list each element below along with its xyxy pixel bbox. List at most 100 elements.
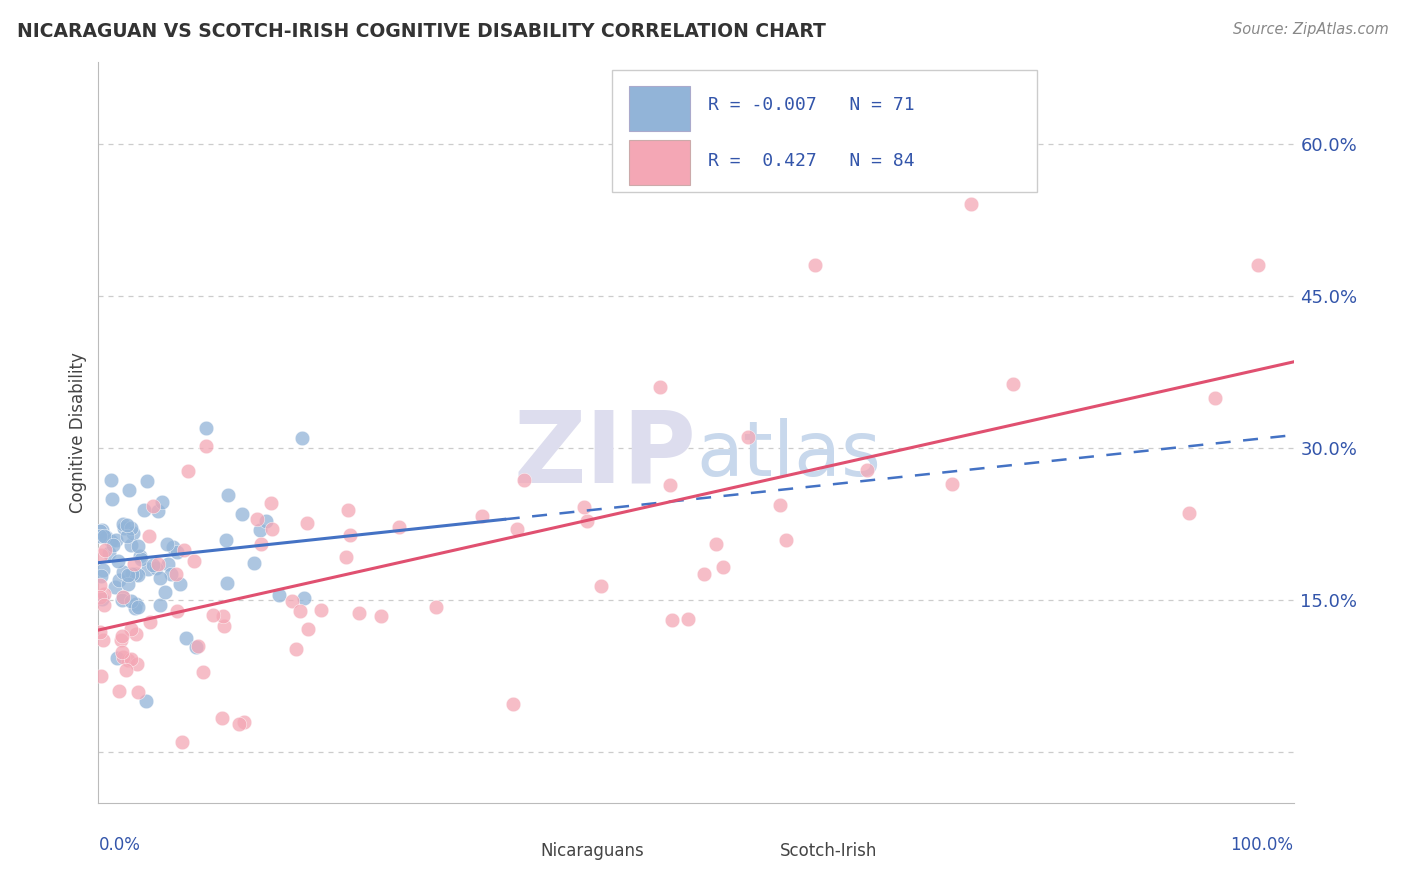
Point [502, 698, 524, 712]
Point [104, 581, 127, 595]
Point [100, 533, 122, 548]
Point [152, 495, 174, 509]
FancyBboxPatch shape [613, 70, 1036, 192]
Point [589, 579, 612, 593]
Point [267, 588, 290, 602]
Point [232, 714, 254, 729]
Point [174, 631, 197, 645]
Point [101, 491, 124, 506]
Point [1002, 377, 1025, 392]
Point [129, 549, 152, 563]
Point [212, 608, 235, 623]
Point [156, 557, 179, 571]
Point [191, 665, 214, 679]
Point [202, 607, 225, 622]
Point [648, 380, 672, 394]
FancyBboxPatch shape [628, 87, 690, 131]
Point [165, 567, 187, 582]
Point [124, 600, 146, 615]
Point [121, 566, 143, 581]
Point [127, 568, 149, 582]
Point [93, 633, 115, 648]
Point [101, 538, 124, 552]
Point [117, 577, 139, 591]
Point [704, 537, 727, 551]
Y-axis label: Cognitive Disability: Cognitive Disability [69, 352, 87, 513]
Text: NICARAGUAN VS SCOTCH-IRISH COGNITIVE DISABILITY CORRELATION CHART: NICARAGUAN VS SCOTCH-IRISH COGNITIVE DIS… [17, 22, 825, 41]
Point [111, 592, 134, 607]
Point [91, 563, 114, 577]
Point [186, 640, 208, 654]
Point [281, 594, 304, 608]
Point [121, 594, 143, 608]
Point [89, 529, 111, 543]
Point [194, 439, 217, 453]
Point [291, 431, 314, 445]
Point [107, 554, 129, 568]
Point [769, 498, 792, 512]
Point [94, 530, 117, 544]
Point [111, 590, 134, 604]
Point [110, 633, 132, 648]
Point [122, 557, 145, 571]
Point [1247, 258, 1270, 272]
Point [122, 525, 145, 540]
Point [425, 600, 447, 615]
Point [254, 514, 277, 528]
Point [941, 477, 963, 491]
Point [288, 604, 311, 618]
Point [111, 628, 134, 642]
Point [187, 639, 209, 653]
Point [111, 590, 134, 604]
Point [124, 627, 146, 641]
Point [112, 521, 135, 535]
Point [108, 683, 131, 698]
Point [112, 566, 135, 580]
Point [120, 652, 142, 666]
Point [166, 545, 188, 559]
Point [120, 622, 142, 636]
Point [211, 711, 233, 725]
Point [156, 537, 179, 551]
Point [125, 567, 148, 582]
Point [127, 539, 149, 553]
Point [111, 645, 134, 659]
Point [89, 625, 111, 640]
Text: 0.0%: 0.0% [98, 836, 141, 855]
Point [678, 612, 700, 626]
Point [513, 473, 536, 487]
Point [89, 590, 111, 604]
Point [114, 663, 136, 677]
Point [572, 500, 595, 514]
Point [292, 591, 315, 605]
Point [370, 609, 392, 624]
Text: atlas: atlas [696, 417, 880, 491]
Text: Nicaraguans: Nicaraguans [541, 842, 644, 860]
Point [120, 537, 142, 551]
Point [89, 578, 111, 592]
Point [129, 552, 152, 566]
Point [228, 717, 250, 731]
Point [243, 556, 266, 570]
Point [93, 598, 115, 612]
Text: Source: ZipAtlas.com: Source: ZipAtlas.com [1233, 22, 1389, 37]
Point [117, 518, 139, 533]
Point [94, 543, 117, 558]
Point [215, 533, 238, 547]
Point [98, 546, 121, 560]
Point [162, 540, 184, 554]
Point [260, 496, 283, 510]
Point [146, 504, 169, 518]
Point [166, 605, 188, 619]
Point [335, 550, 357, 565]
Point [575, 515, 598, 529]
Point [148, 599, 170, 613]
FancyBboxPatch shape [716, 840, 770, 863]
Point [960, 197, 983, 211]
Point [711, 559, 734, 574]
Point [173, 543, 195, 558]
Point [250, 536, 273, 550]
Text: ZIP: ZIP [513, 407, 696, 503]
Point [112, 516, 135, 531]
Point [125, 597, 148, 611]
